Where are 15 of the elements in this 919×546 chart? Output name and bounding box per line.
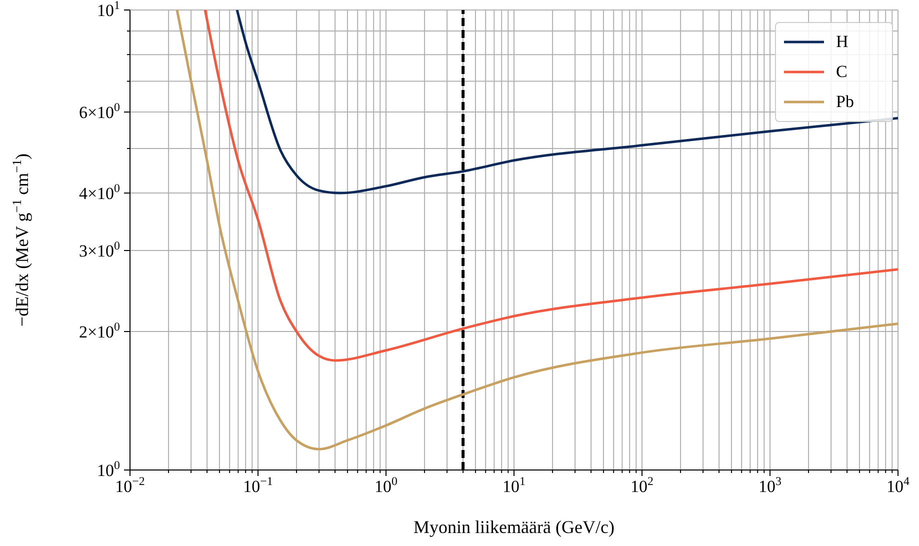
x-tick-label: 10$^{0}$ [374,474,398,496]
legend-label: C [836,62,848,82]
x-tick-label: 10$^{1}$ [502,474,526,496]
y-tick-label: 3×10$^{0}$ [78,238,120,261]
y-tick-label: 10$^{1}$ [97,0,120,20]
x-tick-label: 10$^{−1}$ [243,474,273,496]
x-axis-title: Myonin liikemäärä (GeV/c) [414,517,614,537]
y-tick-label: 4×10$^{0}$ [78,181,120,204]
y-tick-label: 6×10$^{0}$ [78,100,120,122]
x-tick-label: 10$^{4}$ [886,474,910,496]
y-tick-label: 2×10$^{0}$ [78,320,120,342]
legend-label: H [836,32,848,52]
x-tick-label: 10$^{2}$ [630,474,654,496]
legend-label: Pb [836,92,854,112]
x-tick-label: 10$^{3}$ [758,474,782,496]
